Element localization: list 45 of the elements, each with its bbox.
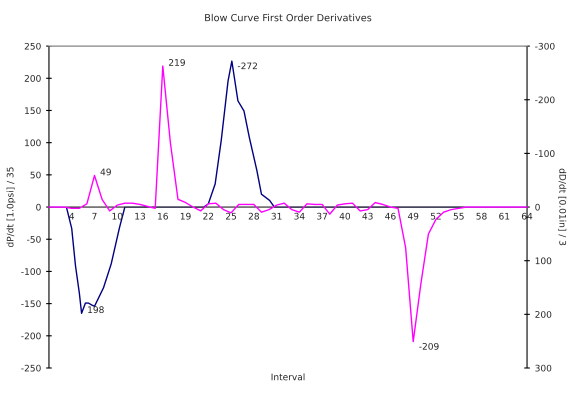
- x-tick-label: 31: [272, 212, 282, 220]
- chart-title: Blow Curve First Order Derivatives: [205, 14, 372, 22]
- data-label: 198: [88, 306, 104, 314]
- x-tick-label: 61: [499, 212, 510, 220]
- x-tick-label: 28: [248, 212, 259, 220]
- x-tick-label: 40: [340, 212, 350, 220]
- y-axis-title: dP/dt [1.0psi] / 35: [6, 167, 16, 248]
- y-tick-label: -150: [21, 300, 41, 308]
- y-tick-label: -200: [21, 332, 41, 340]
- y2-tick-label: 300: [535, 364, 552, 372]
- x-axis-title: Interval: [272, 373, 304, 380]
- x-tick-label: 43: [362, 212, 373, 220]
- y2-tick-label: -200: [535, 96, 555, 104]
- y2-tick-label: -300: [535, 42, 555, 50]
- data-label: -272: [238, 62, 257, 70]
- y-tick-label: 200: [24, 75, 41, 82]
- y-tick-label: 100: [25, 139, 41, 146]
- data-label: -209: [419, 342, 439, 350]
- y-tick-label: 250: [24, 42, 41, 50]
- x-tick-label: 49: [408, 212, 418, 220]
- x-tick-label: 16: [158, 212, 168, 220]
- x-tick-label: 7: [92, 212, 97, 220]
- y-tick-label: 0: [36, 204, 41, 211]
- y2-tick-label: -100: [535, 150, 555, 157]
- y2-axis-title: dD/dt [0.01in] / 3: [558, 168, 566, 246]
- y-tick-label: 50: [30, 172, 41, 178]
- y-tick-label: -100: [21, 268, 41, 275]
- y-tick-label: 150: [25, 107, 41, 114]
- data-label: 49: [100, 168, 111, 176]
- x-tick-label: 58: [476, 212, 487, 220]
- x-tick-label: 13: [135, 212, 146, 220]
- x-tick-label: 37: [317, 212, 328, 220]
- y2-tick-label: 0: [535, 204, 540, 211]
- data-label: 219: [169, 59, 185, 66]
- x-tick-label: 4: [69, 212, 74, 220]
- x-tick-label: 55: [454, 212, 464, 220]
- x-tick-label: 46: [385, 212, 396, 220]
- y2-tick-label: 100: [536, 257, 552, 264]
- y-tick-label: -250: [21, 364, 41, 372]
- x-tick-label: 25: [226, 212, 236, 220]
- x-tick-label: 22: [203, 212, 214, 220]
- x-tick-label: 19: [180, 212, 191, 220]
- x-tick-label: 34: [294, 212, 305, 220]
- y2-tick-label: 200: [535, 311, 552, 318]
- y-tick-label: -50: [27, 236, 41, 243]
